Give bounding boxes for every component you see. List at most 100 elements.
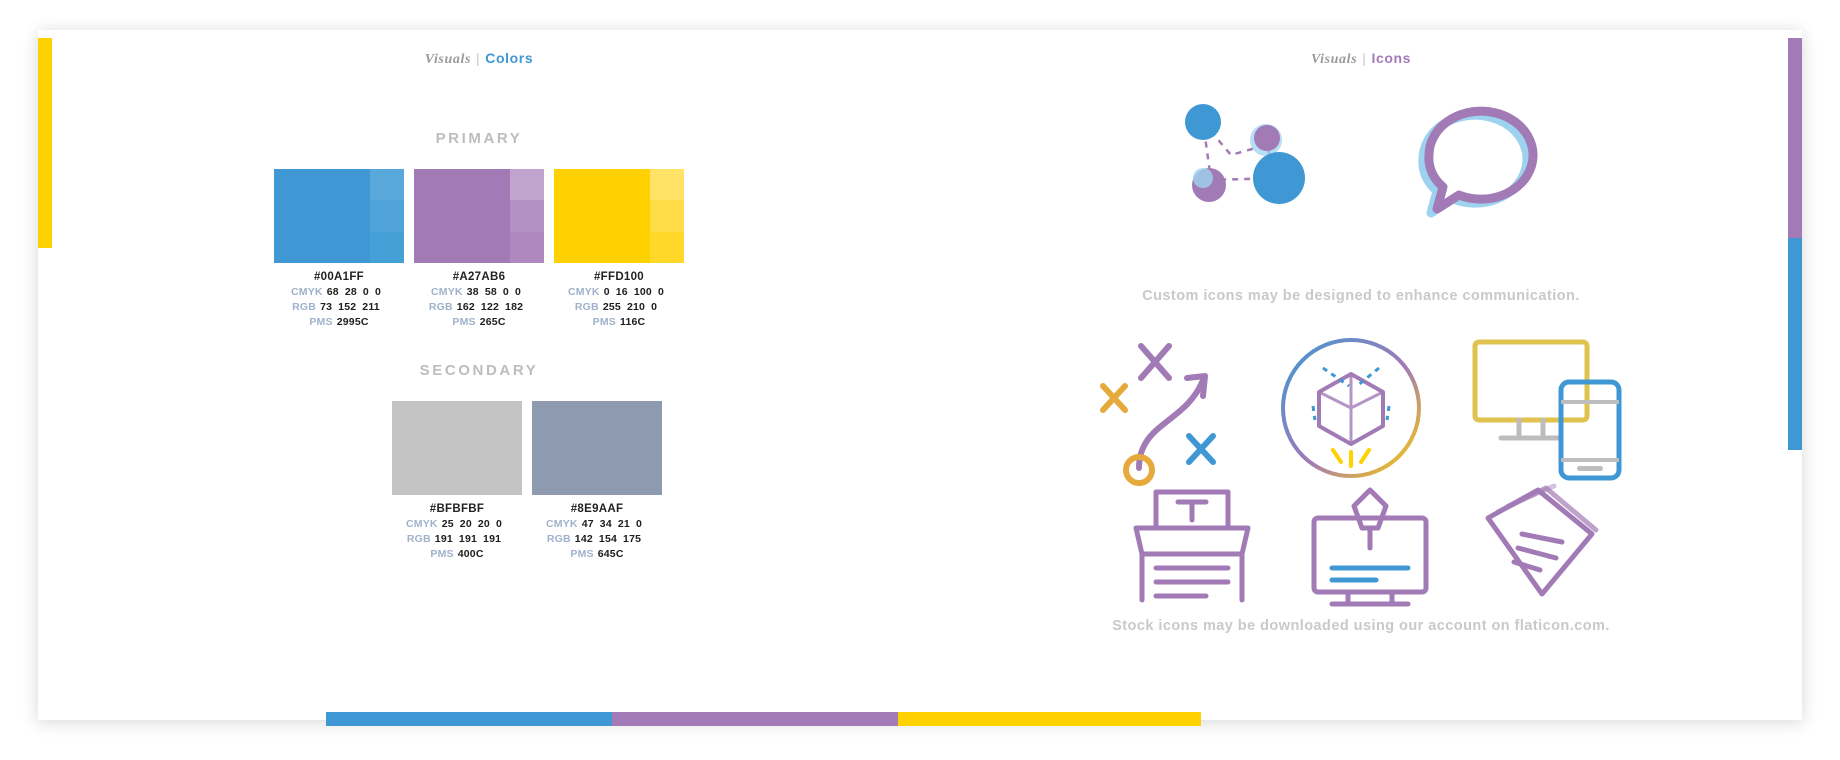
- pms-label: PMS: [570, 548, 594, 560]
- swatch-rgb: RGB 162 122 182: [414, 301, 544, 313]
- chip-main-fill: [554, 169, 650, 263]
- swatch-rgb: RGB 142 154 175: [532, 533, 662, 545]
- brand-guidelines-page: Visuals | Colors PRIMARY #00A1FF: [38, 30, 1802, 726]
- custom-icons-caption: Custom icons may be designed to enhance …: [1142, 288, 1580, 304]
- documents-stack-icon: [1485, 483, 1599, 597]
- swatch-cmyk: CMYK 38 58 0 0: [414, 286, 544, 298]
- color-chip: [532, 401, 662, 495]
- icons-panel: Visuals | Icons Custom icons may be design…: [920, 30, 1802, 720]
- cmyk-label: CMYK: [545, 518, 578, 530]
- rgb-g: 191: [458, 533, 478, 545]
- pms-label: PMS: [452, 316, 476, 328]
- swatch-pms: PMS 2995C: [274, 316, 404, 328]
- swatch-secondary-slate: #8E9AAF CMYK 47 34 21 0 RGB 142 154 175 PMS 645C: [532, 401, 662, 560]
- rgb-b: 191: [483, 533, 502, 545]
- swatch-hex: #FFD100: [593, 271, 645, 283]
- cmyk-m: 34: [599, 518, 612, 530]
- 3d-cube-circle-icon: [1281, 338, 1421, 478]
- pms-value: 116C: [620, 316, 646, 328]
- swatch-rgb: RGB 191 191 191: [392, 533, 522, 545]
- breadcrumb-page: Icons: [1371, 50, 1412, 66]
- tint-2: [510, 200, 544, 232]
- rgb-g: 210: [626, 301, 646, 313]
- stock-icons-row-1: [920, 328, 1802, 488]
- cmyk-k: 0: [495, 518, 503, 530]
- rgb-r: 142: [574, 533, 593, 545]
- tint-3: [650, 231, 684, 263]
- swatch-hex: #BFBFBF: [429, 503, 485, 515]
- accent-bar-left: [38, 38, 52, 248]
- cmyk-y: 100: [633, 286, 652, 298]
- speech-bubble-icon: [1418, 106, 1538, 217]
- pms-value: 645C: [597, 548, 624, 560]
- rgb-label: RGB: [546, 533, 571, 545]
- rgb-g: 152: [338, 301, 357, 313]
- accent-bar-bottom-purple: [612, 712, 898, 726]
- pms-value: 400C: [457, 548, 484, 560]
- swatch-cmyk: CMYK 47 34 21 0: [532, 518, 662, 530]
- cmyk-m: 20: [459, 518, 472, 530]
- cmyk-y: 21: [617, 518, 630, 530]
- rgb-b: 175: [623, 533, 642, 545]
- rgb-r: 162: [456, 301, 475, 313]
- accent-bar-bottom-yellow: [898, 712, 1201, 726]
- swatch-secondary-gray: #BFBFBF CMYK 25 20 20 0 RGB 191 191 191 PMS 400C: [392, 401, 522, 560]
- cmyk-m: 16: [615, 286, 628, 298]
- tint-2: [370, 200, 404, 232]
- cmyk-k: 0: [657, 286, 665, 298]
- tint-3: [510, 231, 544, 263]
- chip-main-fill: [414, 169, 510, 263]
- swatch-primary-purple: #A27AB6 CMYK 38 58 0 0 RGB 162 122 182 PMS 265C: [414, 169, 544, 328]
- swatch-primary-yellow: #FFD100 CMYK 0 16 100 0 RGB 255 210 0 PMS 116C: [554, 169, 684, 328]
- color-chip: [554, 169, 684, 263]
- chip-tints: [650, 169, 684, 263]
- chip-tints: [370, 169, 404, 263]
- swatch-hex: #8E9AAF: [570, 503, 624, 515]
- breadcrumb-category: Visuals: [424, 52, 472, 67]
- breadcrumb-category: Visuals: [1310, 52, 1358, 67]
- secondary-heading: SECONDARY: [419, 362, 539, 379]
- strategy-arrow-icon: [1100, 343, 1216, 486]
- color-chip: [414, 169, 544, 263]
- swatch-pms: PMS 116C: [554, 316, 684, 328]
- tint-2: [650, 200, 684, 232]
- pms-label: PMS: [309, 316, 333, 328]
- swatch-cmyk: CMYK 0 16 100 0: [554, 286, 684, 298]
- cmyk-label: CMYK: [405, 518, 438, 530]
- swatch-rgb: RGB 73 152 211: [274, 301, 404, 313]
- tint-1: [370, 169, 404, 201]
- stock-icons-caption: Stock icons may be downloaded using our …: [1112, 618, 1610, 634]
- rgb-r: 191: [434, 533, 453, 545]
- cmyk-m: 28: [344, 286, 357, 298]
- cmyk-k: 0: [635, 518, 643, 530]
- breadcrumb-page: Colors: [485, 50, 534, 66]
- cmyk-label: CMYK: [291, 286, 323, 298]
- breadcrumb-separator: |: [476, 50, 481, 66]
- cmyk-c: 68: [326, 286, 339, 298]
- tint-3: [370, 231, 404, 263]
- rgb-g: 154: [598, 533, 618, 545]
- swatch-pms: PMS 400C: [392, 548, 522, 560]
- breadcrumb-separator: |: [1362, 50, 1367, 66]
- rgb-label: RGB: [428, 301, 453, 313]
- primary-heading: PRIMARY: [435, 130, 523, 147]
- color-chip: [392, 401, 522, 495]
- cmyk-label: CMYK: [567, 286, 600, 298]
- stock-icons-row-2: [920, 482, 1802, 610]
- cmyk-k: 0: [514, 286, 521, 298]
- swatch-hex: #A27AB6: [452, 271, 506, 283]
- cmyk-c: 38: [466, 286, 479, 298]
- swatch-rgb: RGB 255 210 0: [554, 301, 684, 313]
- cmyk-m: 58: [484, 286, 497, 298]
- network-nodes-icon: [1185, 104, 1305, 204]
- rgb-r: 73: [320, 301, 333, 313]
- accent-bar-bottom-blue: [326, 712, 612, 726]
- breadcrumb-colors: Visuals | Colors: [38, 50, 920, 68]
- responsive-devices-icon: [1472, 339, 1622, 481]
- rgb-g: 122: [480, 301, 500, 313]
- chip-main-fill: [532, 401, 662, 495]
- pms-value: 265C: [479, 316, 506, 328]
- primary-swatch-row: #00A1FF CMYK 68 28 0 0 RGB 73 152 211 PMS 2995C: [38, 169, 920, 328]
- tint-1: [650, 169, 684, 201]
- swatch-pms: PMS 265C: [414, 316, 544, 328]
